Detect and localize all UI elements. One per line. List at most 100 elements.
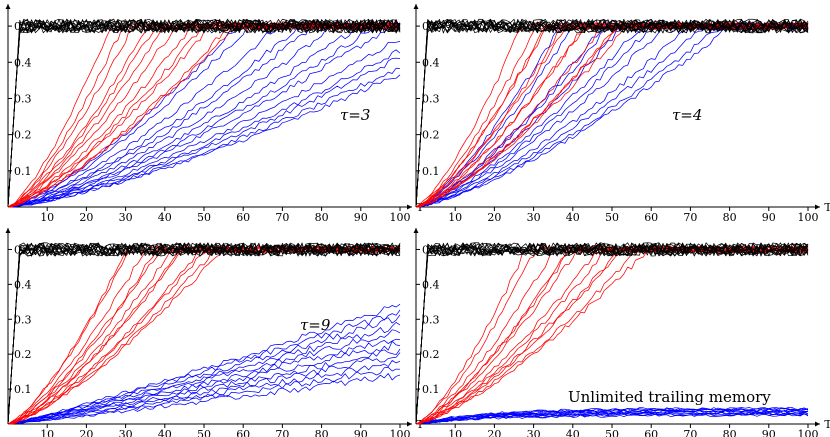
x-tick-label: 20 [487,428,501,437]
series-line-blue [7,314,401,425]
x-tick-label: 20 [79,428,93,437]
series-line-black [7,242,401,425]
series-line-black [415,242,809,425]
x-tick-label: 30 [527,428,541,437]
series-line-black [415,18,809,208]
y-tick-label: 0.2 [14,348,32,361]
y-axis-arrow [413,4,419,9]
x-tick-label: 50 [197,211,211,224]
series-line-blue [7,338,401,425]
series-line-blue [7,303,401,425]
x-tick-label: 80 [315,428,329,437]
x-tick-label: 100 [798,211,819,224]
series-line-black [415,18,809,208]
series-line-blue [415,22,809,208]
y-tick-label: 0.4 [422,56,440,69]
x-tick-label: 10 [40,211,54,224]
series-line-black [415,18,809,208]
series-line-black [415,18,809,208]
series-line-black [415,18,809,208]
x-tick-label: 50 [605,428,619,437]
x-tick-label: 60 [644,211,658,224]
series-line-black [415,18,809,208]
series-line-blue [416,22,809,208]
y-tick-label: 0.2 [422,348,440,361]
series-line-blue [8,74,401,208]
series-line-blue [415,22,809,208]
x-tick-label: 40 [566,428,580,437]
x-tick-label: 100 [798,428,819,437]
y-tick-label: 0.1 [14,165,32,178]
x-tick-label: 20 [487,211,501,224]
x-axis-arrow [407,204,412,210]
y-tick-label: 0.2 [14,129,32,142]
series-line-red [415,22,809,208]
series-line-red [415,22,809,208]
x-tick-label: 30 [119,428,133,437]
x-axis-arrow [815,204,820,210]
y-axis-arrow [5,4,11,9]
x-tick-label: 60 [644,428,658,437]
x-tick-label: 20 [79,211,93,224]
series-line-black [415,18,809,208]
series-line-black [415,18,809,208]
series-line-red [415,22,809,208]
x-tick-label: 70 [275,428,289,437]
x-tick-label: 60 [236,428,250,437]
series-line-blue [8,373,401,425]
y-tick-label: 0.3 [14,313,32,326]
series-line-blue [415,22,809,208]
panel-annotation: τ=4 [672,106,702,124]
x-tick-label: 80 [315,211,329,224]
y-axis-arrow [413,228,419,233]
series-line-black [7,18,401,208]
series-line-blue [415,406,809,425]
series-line-red [416,22,809,208]
y-tick-label: 0.4 [422,278,440,291]
series-line-black [415,18,809,208]
series-line-blue [415,22,809,208]
x-tick-label: 90 [762,211,776,224]
y-tick-label: 0.4 [14,278,32,291]
series-line-black [7,242,401,425]
series-line-blue [8,22,401,208]
x-tick-label: 30 [119,211,133,224]
series-line-blue [7,24,401,208]
x-tick-label: 40 [158,211,172,224]
panel-annotation: τ=9 [300,316,331,334]
x-tick-label: 10 [40,428,54,437]
x-axis-arrow [407,421,412,427]
series-line-blue [7,322,401,425]
series-line-black [415,242,809,425]
series-line-black [415,242,809,425]
series-line-blue [7,23,401,208]
x-tick-label: 40 [158,428,172,437]
x-tick-label: 10 [448,428,462,437]
y-axis-arrow [5,228,11,233]
series-line-blue [415,22,809,208]
series-line-black [7,19,401,208]
series-line-blue [415,22,809,208]
x-tick-label: 90 [354,211,368,224]
x-tick-label: 70 [683,211,697,224]
x-tick-label: 50 [197,428,211,437]
series-line-red [415,22,809,208]
series-line-blue [415,22,809,208]
series-line-black [415,242,809,425]
y-tick-label: 0.4 [14,56,32,69]
panel-annotation: τ=3 [340,106,370,124]
series-line-blue [415,22,809,208]
series-line-red [415,22,809,208]
x-axis-label: T [824,418,830,431]
x-tick-label: 100 [390,428,411,437]
x-tick-label: 70 [683,428,697,437]
series-line-blue [8,49,401,208]
series-line-blue [415,22,809,208]
x-tick-label: 50 [605,211,619,224]
x-tick-label: 60 [236,211,250,224]
series-line-blue [7,41,401,208]
series-line-blue [7,360,401,425]
